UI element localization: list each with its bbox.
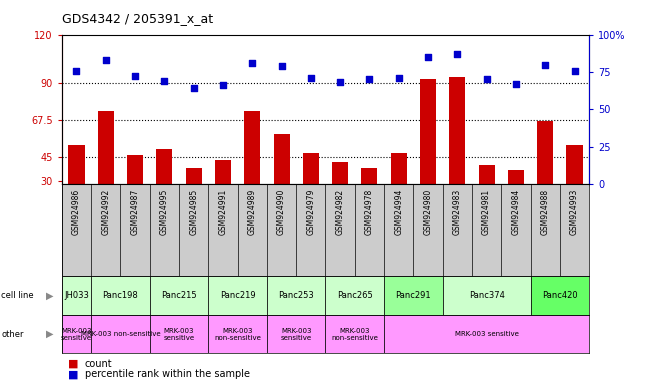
Bar — [91, 315, 150, 353]
Bar — [303, 153, 319, 184]
Bar — [62, 276, 91, 315]
Text: Panc253: Panc253 — [279, 291, 314, 300]
Bar — [208, 276, 267, 315]
Text: Panc265: Panc265 — [337, 291, 372, 300]
Bar — [478, 165, 495, 184]
Text: MRK-003
non-sensitive: MRK-003 non-sensitive — [331, 328, 378, 341]
Point — [276, 63, 286, 69]
Text: cell line: cell line — [1, 291, 34, 300]
Text: Panc374: Panc374 — [469, 291, 505, 300]
Point — [510, 81, 521, 87]
Bar — [62, 315, 91, 353]
Text: GSM924992: GSM924992 — [102, 189, 110, 235]
Text: GSM924991: GSM924991 — [219, 189, 227, 235]
Point — [159, 78, 169, 84]
Text: GSM924989: GSM924989 — [248, 189, 256, 235]
Bar — [384, 315, 589, 353]
Point — [217, 83, 228, 89]
Text: MRK-003
sensitive: MRK-003 sensitive — [163, 328, 195, 341]
Bar — [384, 276, 443, 315]
Text: MRK-003
sensitive: MRK-003 sensitive — [281, 328, 312, 341]
Text: Panc198: Panc198 — [103, 291, 138, 300]
Text: Panc219: Panc219 — [220, 291, 255, 300]
Point — [481, 76, 492, 83]
Text: GSM924981: GSM924981 — [482, 189, 491, 235]
Bar — [537, 121, 553, 184]
Bar — [443, 276, 531, 315]
Bar — [208, 315, 267, 353]
Point — [540, 61, 550, 68]
Text: ▶: ▶ — [46, 329, 53, 339]
Bar — [361, 168, 378, 184]
Text: MRK-003 sensitive: MRK-003 sensitive — [454, 331, 519, 337]
Point — [452, 51, 462, 57]
Text: GSM924983: GSM924983 — [453, 189, 462, 235]
Text: GSM924979: GSM924979 — [307, 189, 315, 235]
Text: GSM924980: GSM924980 — [424, 189, 432, 235]
Bar — [332, 162, 348, 184]
Point — [188, 85, 199, 91]
Point — [305, 75, 316, 81]
Text: JH033: JH033 — [64, 291, 89, 300]
Text: percentile rank within the sample: percentile rank within the sample — [85, 369, 249, 379]
Bar — [98, 111, 114, 184]
Bar — [150, 315, 208, 353]
Point — [335, 79, 345, 86]
Text: GSM924993: GSM924993 — [570, 189, 579, 235]
Bar — [273, 134, 290, 184]
Text: GDS4342 / 205391_x_at: GDS4342 / 205391_x_at — [62, 12, 213, 25]
Bar — [186, 168, 202, 184]
Text: GSM924978: GSM924978 — [365, 189, 374, 235]
Text: GSM924988: GSM924988 — [541, 189, 549, 235]
Point — [100, 57, 111, 63]
Text: other: other — [1, 329, 24, 339]
Text: MRK-003 non-sensitive: MRK-003 non-sensitive — [81, 331, 160, 337]
Text: GSM924982: GSM924982 — [336, 189, 344, 235]
Text: GSM924984: GSM924984 — [512, 189, 520, 235]
Bar — [267, 276, 326, 315]
Bar — [566, 145, 583, 184]
Text: Panc420: Panc420 — [542, 291, 577, 300]
Text: ▶: ▶ — [46, 291, 53, 301]
Bar — [127, 155, 143, 184]
Text: ■: ■ — [68, 359, 79, 369]
Bar — [68, 145, 85, 184]
Text: GSM924990: GSM924990 — [277, 189, 286, 235]
Bar — [508, 170, 524, 184]
Text: count: count — [85, 359, 112, 369]
Bar — [420, 78, 436, 184]
Text: MRK-003
non-sensitive: MRK-003 non-sensitive — [214, 328, 261, 341]
Bar — [91, 276, 150, 315]
Point — [247, 60, 257, 66]
Text: GSM924987: GSM924987 — [131, 189, 139, 235]
Bar — [449, 77, 465, 184]
Point — [423, 54, 434, 60]
Text: ■: ■ — [68, 369, 79, 379]
Text: GSM924994: GSM924994 — [395, 189, 403, 235]
Text: Panc291: Panc291 — [396, 291, 431, 300]
Point — [569, 68, 579, 74]
Bar — [391, 153, 407, 184]
Bar — [244, 111, 260, 184]
Text: GSM924986: GSM924986 — [72, 189, 81, 235]
Text: Panc215: Panc215 — [161, 291, 197, 300]
Bar — [156, 149, 173, 184]
Point — [130, 73, 140, 79]
Bar — [326, 276, 384, 315]
Text: MRK-003
sensitive: MRK-003 sensitive — [61, 328, 92, 341]
Text: GSM924995: GSM924995 — [160, 189, 169, 235]
Bar — [150, 276, 208, 315]
Bar — [326, 315, 384, 353]
Bar — [215, 160, 231, 184]
Text: GSM924985: GSM924985 — [189, 189, 198, 235]
Point — [71, 68, 82, 74]
Bar — [267, 315, 326, 353]
Point — [393, 75, 404, 81]
Point — [364, 76, 374, 83]
Bar — [531, 276, 589, 315]
